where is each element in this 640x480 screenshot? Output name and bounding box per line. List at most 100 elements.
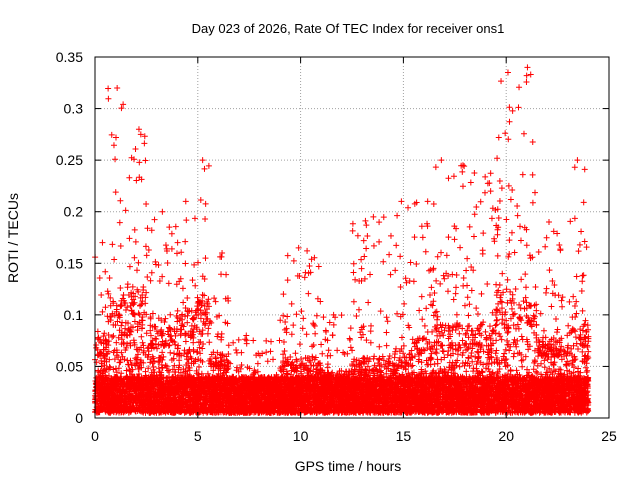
- data-point: [121, 356, 128, 363]
- data-point: [296, 341, 303, 348]
- data-point: [134, 286, 141, 293]
- data-point: [141, 133, 148, 140]
- data-point: [140, 359, 147, 366]
- data-point: [135, 371, 142, 378]
- data-point: [139, 408, 146, 415]
- data-point: [178, 249, 185, 256]
- data-point: [254, 360, 261, 367]
- data-point: [143, 311, 150, 318]
- data-point: [131, 318, 138, 325]
- data-point: [306, 262, 313, 269]
- data-point: [189, 277, 196, 284]
- data-point: [183, 217, 190, 224]
- data-point: [318, 341, 325, 348]
- data-point: [100, 346, 107, 353]
- data-point: [309, 343, 316, 350]
- data-point: [139, 325, 146, 332]
- data-point: [179, 285, 186, 292]
- data-point: [114, 387, 121, 394]
- data-point: [106, 409, 113, 416]
- data-point: [107, 379, 114, 386]
- data-point: [135, 310, 142, 317]
- data-point: [93, 379, 100, 386]
- data-point: [126, 331, 133, 338]
- data-point: [97, 353, 104, 360]
- data-points: [92, 64, 592, 416]
- data-point: [117, 197, 124, 204]
- data-point: [281, 348, 288, 355]
- data-point: [144, 274, 151, 281]
- data-point: [190, 348, 197, 355]
- data-point: [120, 291, 127, 298]
- data-point: [212, 298, 219, 305]
- data-point: [113, 352, 120, 359]
- data-point: [197, 196, 204, 203]
- data-point: [104, 288, 111, 295]
- data-point: [116, 314, 123, 321]
- data-point: [104, 377, 111, 384]
- data-point: [117, 301, 124, 308]
- data-point: [131, 341, 138, 348]
- data-point: [116, 219, 123, 226]
- data-point: [284, 277, 291, 284]
- data-point: [182, 198, 189, 205]
- data-point: [124, 284, 131, 291]
- data-point: [263, 337, 270, 344]
- data-point: [112, 393, 119, 400]
- data-point: [120, 101, 127, 108]
- data-point: [168, 230, 175, 237]
- data-point: [182, 238, 189, 245]
- data-point: [293, 311, 300, 318]
- data-point: [191, 215, 198, 222]
- data-point: [173, 250, 180, 257]
- data-point: [98, 292, 105, 299]
- data-point: [95, 408, 102, 415]
- data-point: [111, 256, 118, 263]
- data-point: [114, 318, 121, 325]
- data-point: [113, 339, 120, 346]
- data-point: [95, 403, 102, 410]
- data-point: [174, 239, 181, 246]
- data-point: [218, 253, 225, 260]
- data-point: [138, 392, 145, 399]
- data-point: [137, 302, 144, 309]
- data-point: [113, 306, 120, 313]
- data-point: [125, 361, 132, 368]
- data-point: [136, 174, 143, 181]
- data-point: [199, 157, 206, 164]
- data-point: [118, 370, 125, 377]
- data-point: [101, 330, 108, 337]
- data-point: [105, 388, 112, 395]
- data-point: [142, 157, 149, 164]
- data-point: [205, 162, 212, 169]
- data-point: [167, 311, 174, 318]
- data-point: [276, 337, 283, 344]
- data-point: [108, 131, 115, 138]
- data-point: [105, 331, 112, 338]
- data-point: [167, 349, 174, 356]
- data-point: [126, 235, 133, 242]
- data-point: [290, 257, 297, 264]
- data-point: [109, 241, 116, 248]
- data-point: [130, 386, 137, 393]
- data-point: [132, 145, 139, 152]
- data-point: [113, 403, 120, 410]
- data-point: [109, 334, 116, 341]
- data-point: [96, 275, 103, 282]
- data-point: [134, 323, 141, 330]
- data-point: [298, 308, 305, 315]
- data-point: [137, 378, 144, 385]
- data-point: [184, 319, 191, 326]
- data-point: [122, 207, 129, 214]
- data-point: [133, 404, 140, 411]
- data-point: [99, 308, 106, 315]
- data-point: [126, 263, 133, 270]
- data-point: [99, 375, 106, 382]
- data-point: [206, 339, 213, 346]
- data-point: [202, 216, 209, 223]
- data-point: [138, 333, 145, 340]
- data-point: [105, 85, 112, 92]
- data-point: [177, 275, 184, 282]
- data-point: [148, 269, 155, 276]
